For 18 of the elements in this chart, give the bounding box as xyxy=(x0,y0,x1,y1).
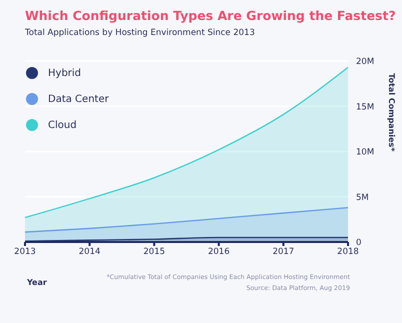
y-tick-label: 10M xyxy=(356,148,374,158)
x-tick-label: 2018 xyxy=(337,247,359,258)
legend-label: Cloud xyxy=(48,120,77,130)
x-tick-label: 2015 xyxy=(143,247,166,258)
x-tick-label: 2014 xyxy=(78,247,100,258)
legend-label: Hybrid xyxy=(48,68,82,78)
y-tick-label: 0 xyxy=(356,238,362,248)
x-axis-title: Year xyxy=(26,278,47,287)
x-tick-label: 2017 xyxy=(272,247,294,258)
chart-subtitle: Total Applications by Hosting Environment Since 2013 xyxy=(25,28,255,38)
y-tick-label: 15M xyxy=(356,102,374,112)
chart-title: Which Configuration Types Are Growing the Fastest? xyxy=(25,8,396,23)
x-tick-label: 2013 xyxy=(14,247,36,258)
y-tick-label: 20M xyxy=(356,57,374,68)
y-axis-title: Total Companies* xyxy=(387,73,396,152)
legend-label: Data Center xyxy=(48,94,109,104)
y-tick-label: 5M xyxy=(356,192,369,203)
x-tick-label: 2016 xyxy=(208,247,230,258)
